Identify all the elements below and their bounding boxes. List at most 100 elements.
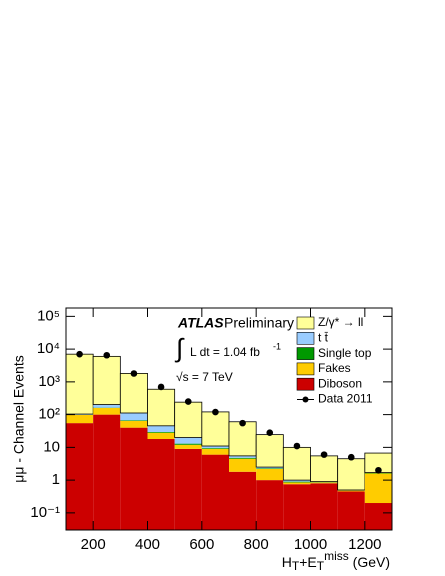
y-tick-label: 10: [43, 438, 60, 455]
data-point: [130, 370, 138, 377]
histogram-bar: [310, 482, 338, 484]
histogram-bar: [120, 420, 148, 428]
histogram-bar: [174, 437, 202, 444]
y-tick-label: 10⁵: [37, 307, 60, 324]
legend-label: t t̄: [318, 330, 329, 344]
histogram-bar: [229, 471, 257, 530]
histogram-bar: [66, 423, 94, 530]
x-tick-label: 400: [135, 536, 160, 553]
y-tick-label: 10³: [38, 373, 60, 390]
histogram-bar: [93, 407, 121, 415]
preliminary-label: Preliminary: [224, 315, 294, 331]
data-point: [212, 408, 219, 416]
histogram-bar: [93, 404, 121, 408]
x-label-part: T: [292, 559, 300, 573]
legend-label: Z/γ* → ll: [318, 315, 363, 329]
x-label-part: +E: [299, 554, 317, 570]
histogram-bar: [310, 483, 338, 530]
legend-swatch: [296, 331, 315, 345]
histogram-bar: [283, 484, 311, 530]
histogram-bar: [282, 446, 311, 481]
legend-swatch: [296, 362, 315, 376]
data-point: [239, 419, 246, 427]
histogram-bar: [256, 480, 284, 530]
x-tick-label: 1200: [348, 536, 381, 553]
histogram-bar: [364, 503, 392, 530]
histogram-bar: [120, 413, 148, 421]
histogram-bar: [256, 468, 284, 469]
histogram-bar: [65, 353, 94, 415]
data-point: [157, 383, 165, 391]
histogram-bar: [283, 482, 311, 485]
y-tick-label: 10²: [38, 406, 60, 423]
x-axis-label: HT+ETmiss (GeV): [282, 549, 390, 573]
histogram-bar: [147, 425, 175, 432]
histogram-bar: [229, 457, 257, 459]
histogram-bar: [174, 448, 202, 530]
legend-swatch: [296, 316, 315, 330]
histogram-bar: [229, 455, 257, 458]
histogram-bar: [147, 439, 175, 530]
x-tick-label: 800: [244, 536, 269, 553]
y-tick-label: 10⁻¹: [30, 504, 60, 521]
legend-label: Data 2011: [318, 392, 373, 406]
histogram-bar: [256, 467, 284, 469]
data-point: [320, 451, 328, 458]
histogram-bar: [364, 473, 392, 504]
x-label-part: T: [317, 559, 325, 573]
y-tick-label: 1: [52, 471, 60, 488]
y-tick-label: 10⁴: [37, 340, 60, 357]
histogram-bar: [120, 420, 148, 421]
data-point: [266, 429, 274, 437]
x-label-part: H: [282, 554, 292, 570]
integral-sign: ∫: [174, 333, 185, 363]
x-label-part: miss: [324, 549, 349, 563]
data-point: [293, 442, 301, 450]
atlas-label: ATLAS: [177, 315, 224, 331]
histogram-bar: [255, 434, 284, 468]
histogram-bar: [256, 468, 284, 481]
data-point: [76, 350, 83, 358]
histogram-bar: [174, 443, 202, 445]
legend-swatch: [296, 347, 315, 360]
y-axis-label: μμ - Channel Events: [11, 355, 27, 482]
histogram-bar: [119, 373, 148, 414]
legend-label: Fakes: [318, 361, 351, 375]
histogram-bar: [174, 444, 202, 449]
histogram-bar: [283, 481, 311, 483]
x-tick-label: 200: [81, 536, 106, 553]
legend-data-marker: [302, 396, 309, 403]
x-tick-label: 600: [189, 536, 214, 553]
histogram-bar: [120, 427, 148, 530]
histogram-bar: [229, 458, 257, 472]
legend-label: Single top: [318, 346, 372, 360]
x-label-part: (GeV): [349, 554, 390, 570]
plot-frame: [65, 307, 393, 531]
data-point: [347, 453, 355, 461]
energy-label: √s = 7 TeV: [176, 370, 233, 384]
histogram-bar: [147, 431, 175, 433]
histogram-bar: [283, 480, 311, 482]
histogram-bar: [228, 421, 257, 457]
lumi-exponent: -1: [273, 341, 281, 351]
histogram-bar: [201, 411, 230, 447]
data-point: [184, 398, 192, 405]
histogram-bar: [92, 355, 121, 405]
x-tick-label: 1000: [294, 536, 327, 553]
histogram-bar: [337, 458, 366, 491]
data-point: [103, 351, 111, 359]
histogram-bar: [174, 401, 203, 438]
histogram-bar: [201, 454, 229, 530]
data-point: [375, 466, 382, 474]
histogram-bar: [337, 490, 365, 492]
histogram-bar: [147, 432, 175, 440]
histogram-bar: [201, 446, 229, 449]
legend-swatch: [296, 377, 315, 391]
histogram-bar: [93, 414, 121, 530]
lumi-label: L dt = 1.04 fb: [190, 345, 260, 359]
histogram-bar: [147, 388, 176, 427]
histogram-bar: [310, 455, 339, 483]
histogram-bar: [201, 448, 229, 449]
histogram-bar: [337, 491, 365, 530]
